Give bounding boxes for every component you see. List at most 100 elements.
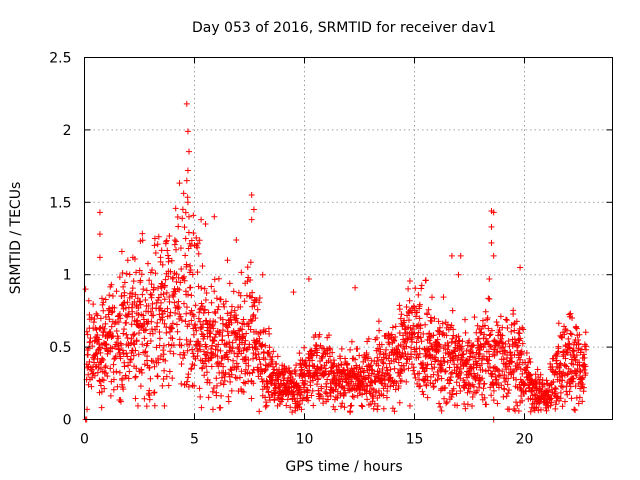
data-point bbox=[418, 282, 425, 289]
data-point bbox=[500, 356, 507, 363]
data-point bbox=[498, 339, 505, 346]
data-point bbox=[408, 361, 415, 368]
data-point bbox=[498, 382, 505, 389]
data-point bbox=[490, 387, 497, 394]
axis-ticks: 0 0.5 1 1.5 2 2.5 0 5 10 15 20 bbox=[49, 51, 613, 448]
data-point bbox=[209, 406, 216, 413]
data-point bbox=[415, 354, 422, 361]
data-point bbox=[256, 356, 263, 363]
data-point bbox=[517, 385, 524, 392]
data-point bbox=[185, 383, 192, 390]
data-point bbox=[153, 344, 160, 351]
data-point bbox=[126, 368, 133, 375]
data-point bbox=[289, 409, 296, 416]
data-point bbox=[416, 350, 423, 357]
data-point bbox=[126, 271, 133, 278]
data-point bbox=[180, 273, 187, 280]
data-point bbox=[290, 289, 297, 296]
data-point bbox=[88, 383, 95, 390]
data-point bbox=[488, 392, 495, 399]
data-point bbox=[423, 382, 430, 389]
data-point bbox=[203, 289, 210, 296]
data-point bbox=[163, 289, 170, 296]
data-point bbox=[298, 406, 305, 413]
data-point bbox=[421, 368, 428, 375]
data-point bbox=[332, 373, 339, 380]
data-point bbox=[332, 394, 339, 401]
data-point bbox=[183, 310, 190, 317]
data-point bbox=[490, 209, 497, 216]
data-point bbox=[234, 319, 241, 326]
data-point bbox=[426, 335, 433, 342]
data-point bbox=[234, 353, 241, 360]
data-point bbox=[218, 374, 225, 381]
data-point bbox=[165, 252, 172, 259]
data-point bbox=[342, 389, 349, 396]
data-point bbox=[310, 402, 317, 409]
data-point bbox=[412, 285, 419, 292]
data-point bbox=[397, 315, 404, 322]
data-point bbox=[205, 309, 212, 316]
data-point bbox=[527, 372, 534, 379]
data-point bbox=[298, 366, 305, 373]
data-point bbox=[356, 352, 363, 359]
y-tick-label: 2 bbox=[63, 123, 72, 139]
data-point bbox=[495, 379, 502, 386]
data-point bbox=[373, 334, 380, 341]
data-point bbox=[160, 351, 167, 358]
data-point bbox=[430, 384, 437, 391]
data-point bbox=[214, 347, 221, 354]
data-point bbox=[364, 396, 371, 403]
data-point bbox=[405, 317, 412, 324]
data-point bbox=[217, 404, 224, 411]
data-point bbox=[108, 281, 115, 288]
data-point bbox=[415, 291, 422, 298]
data-point bbox=[341, 370, 348, 377]
data-point bbox=[466, 388, 473, 395]
data-point bbox=[359, 391, 366, 398]
data-point bbox=[219, 333, 226, 340]
data-point bbox=[196, 237, 203, 244]
data-point bbox=[483, 356, 490, 363]
data-point bbox=[416, 376, 423, 383]
data-point bbox=[183, 261, 190, 268]
data-point bbox=[217, 347, 224, 354]
data-point bbox=[195, 315, 202, 322]
data-point bbox=[486, 276, 493, 283]
data-points bbox=[82, 100, 590, 423]
data-point bbox=[571, 406, 578, 413]
data-point bbox=[451, 348, 458, 355]
data-point bbox=[249, 355, 256, 362]
data-point bbox=[117, 398, 124, 405]
data-point bbox=[269, 353, 276, 360]
data-point bbox=[409, 338, 416, 345]
data-point bbox=[124, 299, 131, 306]
y-tick-label: 0 bbox=[63, 413, 72, 429]
data-point bbox=[487, 331, 494, 338]
data-point bbox=[139, 291, 146, 298]
data-point bbox=[389, 405, 396, 412]
data-point bbox=[338, 345, 345, 352]
data-point bbox=[215, 341, 222, 348]
data-point bbox=[428, 294, 435, 301]
data-point bbox=[537, 376, 544, 383]
data-point bbox=[213, 295, 220, 302]
data-point bbox=[493, 319, 500, 326]
data-point bbox=[269, 363, 276, 370]
data-point bbox=[190, 229, 197, 236]
data-point bbox=[151, 389, 158, 396]
data-point bbox=[417, 322, 424, 329]
data-point bbox=[360, 367, 367, 374]
data-point bbox=[517, 264, 524, 271]
data-point bbox=[308, 392, 315, 399]
data-point bbox=[384, 388, 391, 395]
data-point bbox=[299, 397, 306, 404]
data-point bbox=[292, 404, 299, 411]
data-point bbox=[380, 354, 387, 361]
data-point bbox=[507, 354, 514, 361]
data-point bbox=[446, 364, 453, 371]
data-point bbox=[174, 328, 181, 335]
data-point bbox=[354, 345, 361, 352]
data-point bbox=[365, 354, 372, 361]
data-point bbox=[123, 270, 130, 277]
